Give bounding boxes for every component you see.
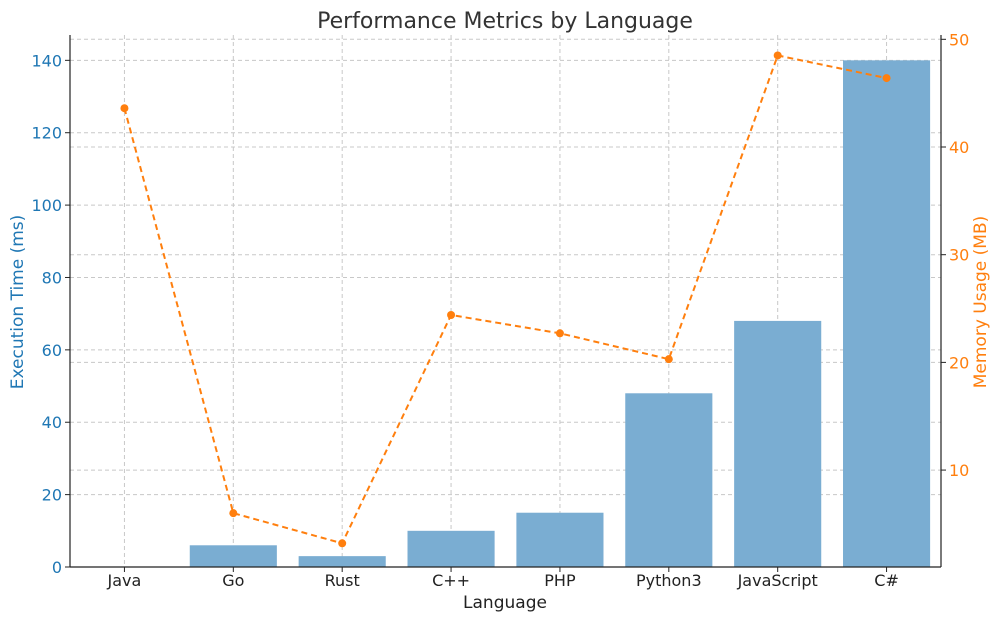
bar-c# [843,60,931,567]
bar-go [189,545,277,567]
bar-php [516,512,604,567]
memory-point-c++ [447,311,456,319]
x-tick-label-rust: Rust [325,571,360,590]
left-tick-label-140: 140 [31,51,62,70]
left-tick-label-20: 20 [42,486,62,505]
memory-point-javascript [773,51,782,60]
left-tick-label-100: 100 [31,196,62,215]
bar-series [189,60,931,567]
x-axis-title: Language [463,593,547,613]
x-tick-label-go: Go [222,571,244,590]
memory-point-go [229,509,238,518]
bar-c++ [407,530,495,567]
left-tick-label-0: 0 [52,558,62,577]
left-tick-label-120: 120 [31,124,62,143]
memory-point-php [555,329,564,338]
bar-rust [298,556,386,567]
x-tick-label-php: PHP [544,571,576,590]
memory-usage-line [123,54,887,545]
bar-python3 [625,393,713,567]
memory-point-c# [882,74,891,83]
y2-axis-title: Memory Usage (MB) [971,216,991,389]
left-tick-label-40: 40 [42,413,62,432]
axes [69,35,942,568]
gridlines-horizontal [70,38,941,568]
right-tick-label-10: 10 [949,461,969,480]
right-tick-label-40: 40 [949,138,969,157]
x-tick-label-python3: Python3 [636,571,702,590]
memory-point-java [120,104,129,113]
right-tick-label-50: 50 [949,30,969,49]
right-axis-ticks: 10 20 30 40 50 [941,30,969,480]
left-tick-label-80: 80 [42,268,62,287]
chart-title: Performance Metrics by Language [317,9,693,34]
x-tick-label-c++: C++ [432,571,470,590]
memory-point-rust [338,539,347,548]
memory-point-python3 [664,355,673,364]
right-tick-label-20: 20 [949,353,969,372]
line-series [120,51,891,548]
x-tick-label-javascript: JavaScript [737,571,818,590]
bar-javascript [734,320,822,567]
left-tick-label-60: 60 [42,341,62,360]
x-tick-label-java: Java [107,571,142,590]
right-tick-label-30: 30 [949,246,969,265]
y-axis-title: Execution Time (ms) [8,215,28,390]
x-axis-ticks: Java Go Rust C++ PHP Python3 JavaScript C# [107,567,899,590]
x-tick-label-c#: C# [874,571,899,590]
left-axis-ticks: 0 20 40 60 80 100 120 140 [31,51,70,577]
